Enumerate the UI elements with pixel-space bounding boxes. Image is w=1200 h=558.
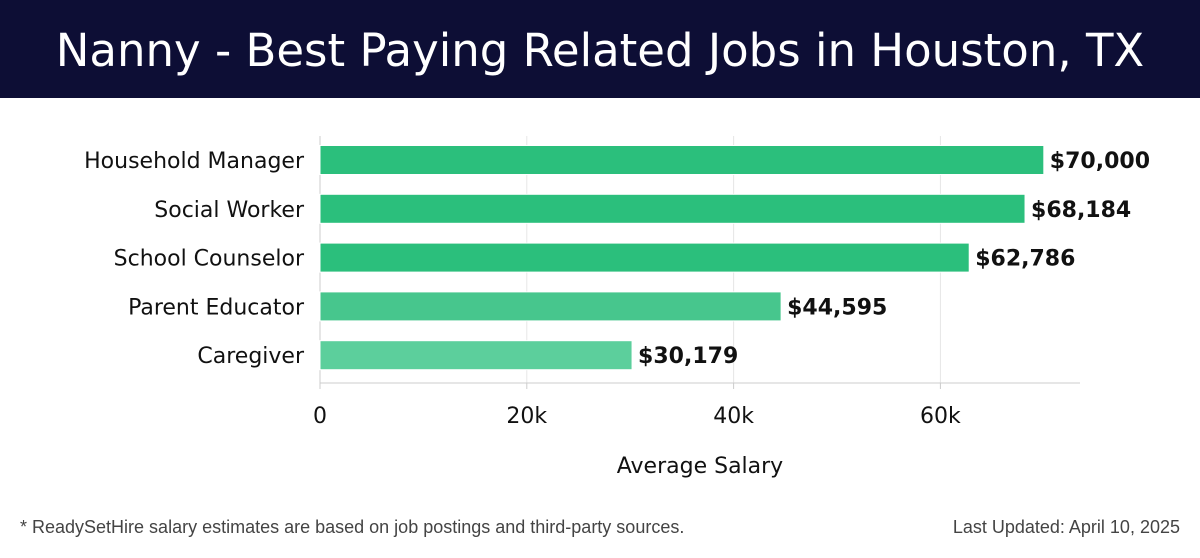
category-labels: Household Manager Social Worker School Cou… <box>84 149 305 369</box>
chart-title: Nanny - Best Paying Related Jobs in Hous… <box>55 23 1145 77</box>
x-axis-title: Average Salary <box>617 454 783 479</box>
value-label: $30,179 <box>638 344 738 369</box>
x-tick-label: 0 <box>313 404 327 429</box>
x-axis-ticks: 0 20k 40k 60k <box>313 404 961 429</box>
category-label: School Counselor <box>114 247 305 272</box>
bar-social-worker <box>319 193 1026 224</box>
x-tick-label: 20k <box>506 404 547 429</box>
value-labels: $70,000 $68,184 $62,786 $44,595 $30,179 <box>638 149 1150 369</box>
bar-parent-educator <box>319 291 782 322</box>
bar-household-manager <box>319 145 1045 175</box>
value-label: $68,184 <box>1031 198 1131 223</box>
x-tick-label: 40k <box>713 404 754 429</box>
last-updated: Last Updated: April 10, 2025 <box>952 517 1180 537</box>
category-label: Household Manager <box>84 149 305 174</box>
category-label: Caregiver <box>197 344 305 369</box>
bar-chart: Household Manager Social Worker School Cou… <box>84 136 1150 479</box>
category-label: Parent Educator <box>128 295 305 320</box>
title-banner: Nanny - Best Paying Related Jobs in Hous… <box>0 0 1200 98</box>
category-label: Social Worker <box>154 198 305 223</box>
bars <box>319 145 1045 371</box>
footer-note: * ReadySetHire salary estimates are base… <box>20 517 685 537</box>
value-label: $62,786 <box>975 247 1075 272</box>
value-label: $70,000 <box>1050 149 1150 174</box>
x-tick-label: 60k <box>920 404 961 429</box>
bar-school-counselor <box>319 242 970 273</box>
value-label: $44,595 <box>787 295 887 320</box>
bar-caregiver <box>319 340 633 371</box>
